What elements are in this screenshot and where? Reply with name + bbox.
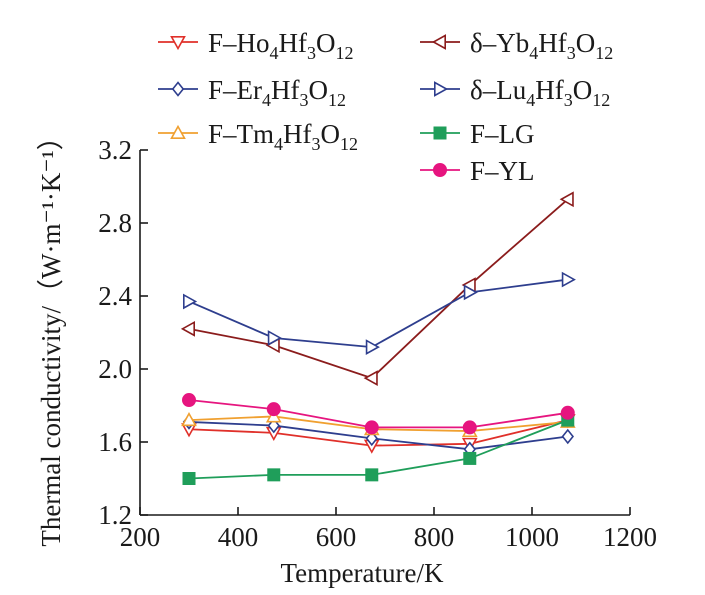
legend-subscript: 12 — [595, 43, 613, 63]
legend-label-base: δ–Yb — [470, 28, 529, 58]
x-tick-label: 600 — [316, 522, 357, 552]
x-tick-label: 200 — [120, 522, 161, 552]
data-point — [180, 320, 195, 337]
data-point — [266, 402, 281, 417]
series-line — [188, 399, 568, 429]
data-point — [267, 330, 282, 346]
legend-marker — [433, 81, 449, 97]
legend-marker — [171, 81, 185, 97]
legend-label-part: O — [321, 119, 341, 149]
legend-label-base: δ–Lu — [470, 75, 527, 105]
legend: F–Ho4Hf3O12F–Er4Hf3O12F–Tm4Hf3O12δ–Yb4Hf… — [158, 28, 613, 186]
data-point — [463, 284, 478, 301]
legend-label-part: O — [309, 75, 329, 105]
legend-item: F–LG — [420, 119, 535, 149]
legend-subscript: 3 — [307, 43, 316, 63]
data-point — [182, 472, 196, 485]
legend-item: F–Ho4Hf3O12 — [158, 28, 354, 63]
legend-item: δ–Yb4Hf3O12 — [420, 28, 613, 63]
legend-label: F–Er4Hf3O12 — [208, 75, 346, 110]
data-point — [560, 405, 575, 420]
data-point — [561, 271, 576, 288]
legend-label: δ–Yb4Hf3O12 — [470, 28, 613, 63]
data-point — [561, 428, 574, 445]
data-point — [364, 420, 379, 435]
legend-label: F–Ho4Hf3O12 — [208, 28, 354, 63]
series-4 — [183, 271, 576, 355]
legend-label-base: F–Tm — [208, 119, 274, 149]
data-point — [363, 370, 378, 386]
legend-label-base: F–Er — [208, 75, 262, 105]
legend-item: F–Tm4Hf3O12 — [158, 119, 358, 154]
legend-marker — [433, 126, 447, 140]
legend-subscript: 3 — [564, 90, 573, 110]
series-6 — [182, 393, 575, 435]
data-point — [559, 191, 574, 208]
data-point — [182, 393, 196, 408]
legend-marker — [170, 35, 186, 51]
legend-marker — [433, 163, 447, 177]
series-5 — [182, 413, 575, 485]
y-ticks: 1.2 1.6 2.0 2.4 2.8 3.2 — [98, 135, 148, 530]
y-tick-label: 2.0 — [98, 354, 132, 384]
legend-item: F–Er4Hf3O12 — [158, 75, 346, 110]
legend-subscript: 4 — [274, 134, 283, 154]
legend-label-part: Hf — [535, 75, 564, 105]
legend-subscript: 4 — [526, 90, 535, 110]
legend-subscript: 12 — [336, 43, 354, 63]
series-3 — [180, 191, 574, 386]
legend-subscript: 3 — [312, 134, 321, 154]
legend-subscript: 12 — [340, 134, 358, 154]
legend-subscript: 4 — [270, 43, 279, 63]
legend-marker — [170, 124, 186, 139]
data-point — [365, 468, 379, 482]
y-tick-label: 1.6 — [98, 427, 132, 457]
y-tick-label: 3.2 — [98, 135, 132, 165]
x-axis-title: Temperature/K — [280, 558, 444, 588]
legend-label-part: O — [573, 75, 593, 105]
y-tick-label: 2.8 — [98, 208, 132, 238]
series-line — [188, 278, 568, 349]
y-axis-title: Thermal conductivity/（W·m⁻¹·K⁻¹） — [36, 123, 66, 546]
legend-marker — [431, 34, 447, 50]
legend-label-part: O — [576, 28, 596, 58]
x-tick-label: 1200 — [603, 522, 657, 552]
data-point — [462, 420, 477, 435]
plot-area — [180, 191, 576, 485]
axes: 200 400 600 800 1000 1200 1.21.62.02.42.83.2 … — [36, 123, 657, 588]
y-tick-label: 1.2 — [98, 500, 132, 530]
legend-subscript: 4 — [262, 90, 271, 110]
legend-label-part: O — [316, 28, 336, 58]
legend-label: δ–Lu4Hf3O12 — [470, 75, 610, 110]
legend-subscript: 12 — [592, 90, 610, 110]
data-point — [365, 339, 380, 355]
legend-label-part: Hf — [283, 119, 312, 149]
legend-subscript: 12 — [328, 90, 346, 110]
legend-label-part: Hf — [538, 28, 567, 58]
x-ticks: 200 400 600 800 1000 1200 — [120, 507, 657, 552]
legend-subscript: 3 — [300, 90, 309, 110]
x-tick-label: 800 — [414, 522, 455, 552]
y-tick-label: 2.4 — [98, 281, 132, 311]
legend-subscript: 4 — [529, 43, 538, 63]
legend-label-base: F–YL — [470, 156, 535, 186]
legend-label-part: Hf — [271, 75, 300, 105]
legend-subscript: 3 — [567, 43, 576, 63]
legend-label: F–YL — [470, 156, 535, 186]
data-point — [181, 411, 197, 427]
legend-label: F–Tm4Hf3O12 — [208, 119, 358, 154]
data-point — [463, 451, 477, 465]
data-point — [183, 293, 198, 310]
legend-item: F–YL — [420, 156, 535, 186]
legend-label-base: F–LG — [470, 119, 535, 149]
legend-label-part: Hf — [279, 28, 308, 58]
legend-label-base: F–Ho — [208, 28, 270, 58]
legend-item: δ–Lu4Hf3O12 — [420, 75, 610, 110]
data-point — [267, 468, 281, 482]
x-tick-label: 1000 — [505, 522, 559, 552]
series-line — [188, 198, 569, 380]
legend-label: F–LG — [470, 119, 535, 149]
x-tick-label: 400 — [218, 522, 259, 552]
